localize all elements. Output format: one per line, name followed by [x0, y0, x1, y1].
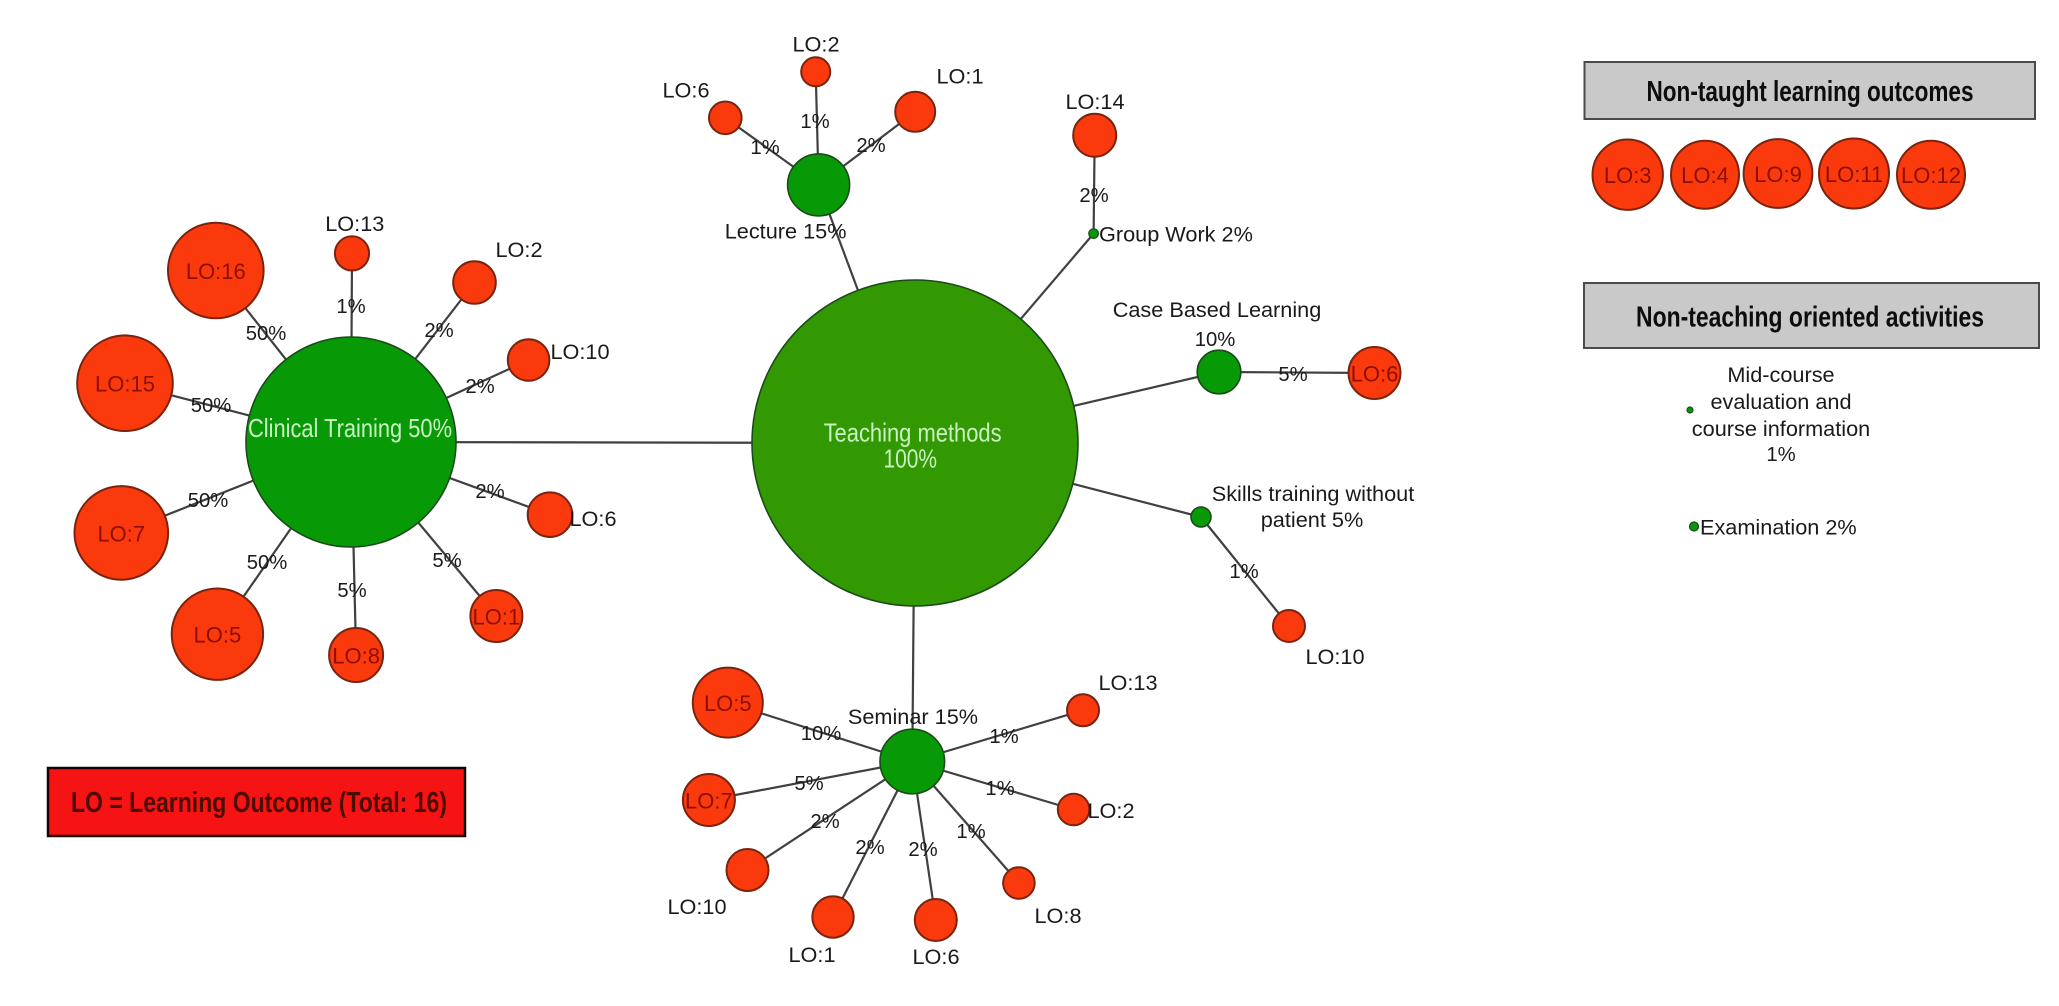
svg-text:LO:13: LO:13	[325, 211, 384, 236]
svg-text:LO:5: LO:5	[704, 691, 752, 716]
svg-text:Lecture 15%: Lecture 15%	[725, 218, 847, 243]
svg-text:LO:14: LO:14	[1065, 89, 1124, 114]
svg-text:2%: 2%	[810, 811, 839, 833]
svg-text:patient 5%: patient 5%	[1261, 507, 1364, 532]
svg-text:LO:1: LO:1	[473, 605, 521, 630]
svg-text:LO:10: LO:10	[1305, 644, 1364, 669]
svg-text:10%: 10%	[801, 723, 842, 745]
svg-text:LO:1: LO:1	[936, 64, 983, 89]
svg-text:Teaching methods: Teaching methods	[824, 418, 1002, 448]
svg-text:2%: 2%	[855, 837, 884, 859]
svg-text:Non-teaching oriented activiti: Non-teaching oriented activities	[1636, 302, 1984, 334]
svg-text:2%: 2%	[424, 320, 453, 342]
svg-text:Group Work 2%: Group Work 2%	[1099, 222, 1253, 247]
svg-text:1%: 1%	[989, 726, 1018, 748]
svg-text:1%: 1%	[1229, 561, 1258, 583]
svg-text:LO:15: LO:15	[95, 372, 155, 397]
svg-text:LO:9: LO:9	[1754, 162, 1802, 187]
svg-text:1%: 1%	[336, 296, 365, 318]
svg-text:50%: 50%	[246, 323, 287, 345]
svg-text:LO:11: LO:11	[1825, 162, 1883, 187]
svg-text:Examination 2%: Examination 2%	[1700, 515, 1857, 540]
svg-text:Skills training without: Skills training without	[1212, 481, 1415, 506]
svg-text:LO:13: LO:13	[1098, 670, 1157, 695]
svg-text:LO:2: LO:2	[495, 237, 542, 262]
svg-text:Mid-course: Mid-course	[1727, 362, 1834, 387]
svg-text:LO = Learning Outcome (Total:: LO = Learning Outcome (Total: 16)	[71, 787, 447, 819]
svg-text:LO:12: LO:12	[1901, 163, 1961, 188]
svg-text:50%: 50%	[188, 490, 229, 512]
svg-text:50%: 50%	[191, 395, 232, 417]
svg-text:course information: course information	[1692, 416, 1870, 441]
svg-text:1%: 1%	[985, 778, 1014, 800]
svg-text:Clinical Training 50%: Clinical Training 50%	[248, 413, 452, 443]
svg-text:1%: 1%	[1766, 444, 1795, 466]
svg-text:LO:6: LO:6	[662, 78, 709, 103]
svg-text:2%: 2%	[908, 839, 937, 861]
svg-text:LO:1: LO:1	[788, 942, 835, 967]
svg-text:5%: 5%	[432, 550, 461, 572]
svg-text:LO:6: LO:6	[569, 506, 616, 531]
svg-text:LO:16: LO:16	[186, 259, 246, 284]
svg-text:Non-taught learning outcomes: Non-taught learning outcomes	[1647, 76, 1974, 108]
svg-text:LO:10: LO:10	[550, 339, 609, 364]
svg-text:2%: 2%	[856, 135, 885, 157]
svg-text:1%: 1%	[800, 111, 829, 133]
svg-text:5%: 5%	[337, 580, 366, 602]
svg-text:5%: 5%	[794, 773, 823, 795]
svg-text:LO:6: LO:6	[912, 944, 959, 969]
svg-text:LO:2: LO:2	[792, 31, 839, 56]
svg-text:Seminar 15%: Seminar 15%	[848, 704, 978, 729]
svg-text:5%: 5%	[1278, 364, 1307, 386]
svg-text:2%: 2%	[1079, 185, 1108, 207]
svg-text:LO:2: LO:2	[1087, 798, 1134, 823]
svg-text:50%: 50%	[247, 552, 288, 574]
svg-text:10%: 10%	[1195, 329, 1236, 351]
svg-text:1%: 1%	[750, 137, 779, 159]
svg-text:2%: 2%	[475, 481, 504, 503]
svg-text:LO:7: LO:7	[685, 789, 733, 814]
svg-text:LO:8: LO:8	[1034, 903, 1081, 928]
svg-text:LO:10: LO:10	[667, 894, 726, 919]
svg-text:LO:3: LO:3	[1604, 163, 1652, 188]
svg-text:LO:8: LO:8	[332, 644, 380, 669]
svg-text:Case Based Learning: Case Based Learning	[1113, 297, 1322, 322]
svg-text:evaluation and: evaluation and	[1710, 389, 1851, 414]
svg-text:LO:4: LO:4	[1681, 163, 1729, 188]
svg-text:1%: 1%	[956, 821, 985, 843]
svg-text:LO:6: LO:6	[1351, 362, 1399, 387]
svg-text:2%: 2%	[465, 376, 494, 398]
svg-text:LO:5: LO:5	[194, 623, 242, 648]
svg-text:100%: 100%	[883, 444, 937, 474]
svg-text:LO:7: LO:7	[97, 521, 145, 546]
